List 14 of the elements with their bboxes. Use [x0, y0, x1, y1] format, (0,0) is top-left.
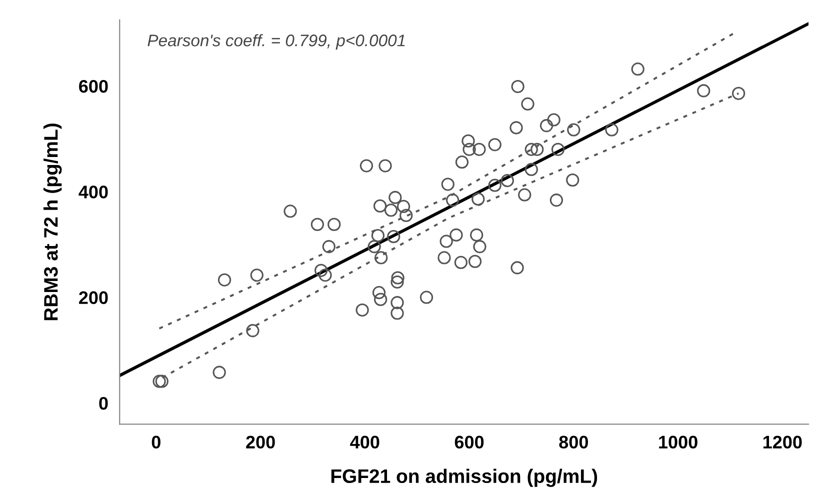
x-axis-title: FGF21 on admission (pg/mL)	[331, 468, 598, 487]
x-tick-label: 800	[559, 436, 588, 449]
x-tick-label: 400	[350, 436, 380, 449]
y-axis-title: RBM3 at 72 h (pg/mL)	[44, 124, 62, 320]
y-tick-label: 600	[79, 80, 108, 93]
x-tick-label: 1000	[659, 436, 698, 449]
x-tick-label: 1200	[763, 436, 802, 449]
x-tick-label: 600	[454, 436, 484, 449]
x-tick-label: 0	[152, 436, 160, 449]
y-tick-label: 400	[78, 186, 108, 198]
annotation: Pearson's coeff. = 0.799, p<0.0001	[148, 34, 405, 50]
y-tick-label: 0	[99, 396, 108, 410]
x-tick-label: 200	[246, 436, 275, 449]
y-tick-label: 200	[79, 291, 108, 304]
